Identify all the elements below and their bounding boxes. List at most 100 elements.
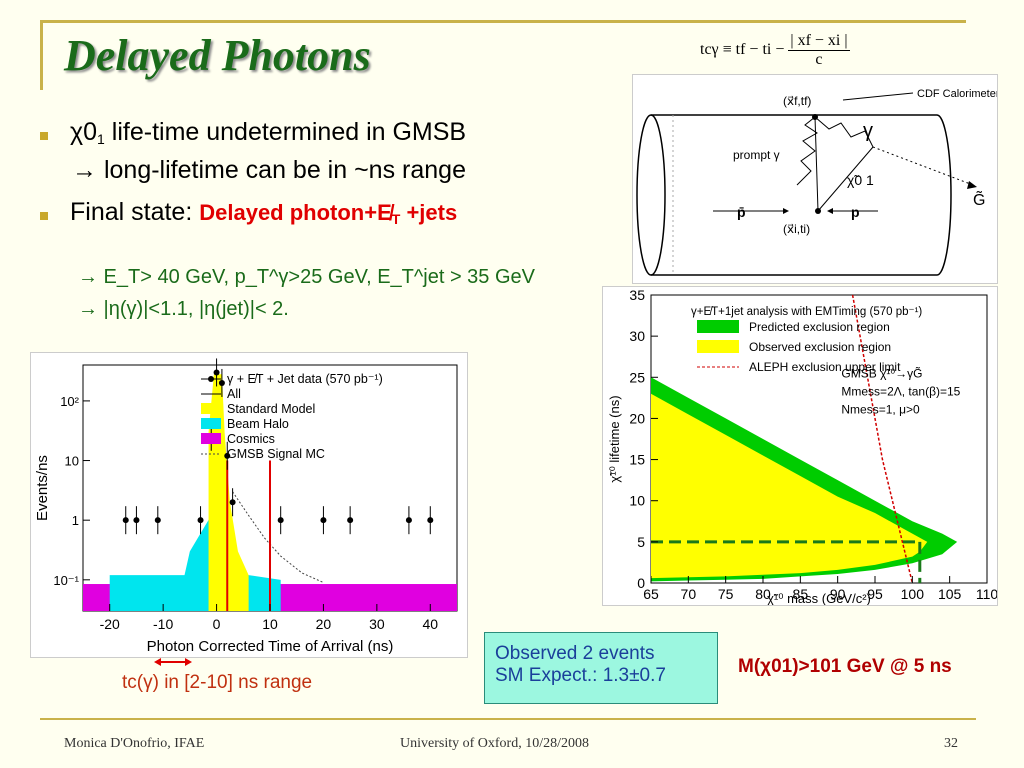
legend-label: Standard Model xyxy=(227,402,315,416)
legend-swatch xyxy=(697,320,739,333)
timing-histogram: -20 -10 0 10 20 30 40 10⁻¹ 1 10 10² Photon Correcte… xyxy=(30,352,468,658)
x-tick-label: 95 xyxy=(867,586,883,602)
y-tick-label: 1 xyxy=(72,513,79,528)
legend-label: Beam Halo xyxy=(227,417,289,431)
x-tick-label: 85 xyxy=(793,586,809,602)
x-tick-label: 70 xyxy=(681,586,697,602)
data-point xyxy=(427,517,434,524)
tc-range: tc(γ) in [2-10] ns range xyxy=(122,672,313,693)
y-tick-label: 35 xyxy=(629,287,645,303)
x-tick-label: 105 xyxy=(938,586,962,602)
data-point xyxy=(405,517,412,524)
bullet-lifetime-text: life-time undetermined in GMSB xyxy=(111,118,467,146)
data-point xyxy=(224,452,231,459)
x-tick-label: 10 xyxy=(262,616,278,632)
x-axis-title: χ̃¹⁰ mass (GeV/c²) xyxy=(767,591,871,605)
exclusion-plot: 65 70 75 80 85 90 95 100 105 110 0 5 10 15 20 25 30 35 χ̃¹… xyxy=(602,286,998,606)
cut-line-1: → E_T> 40 GeV, p_T^γ>25 GeV, E_T^jet > 3… xyxy=(78,266,536,288)
data-point xyxy=(347,517,354,524)
title-rule xyxy=(40,20,966,23)
bullet-marker xyxy=(40,132,48,140)
y-tick-label: 20 xyxy=(629,410,645,426)
gmsb-signal-line xyxy=(232,491,324,584)
y-tick-label: 15 xyxy=(629,452,645,468)
observed-box: Observed 2 events SM Expect.: 1.3±0.7 xyxy=(484,632,718,704)
final-state-label: Final state: xyxy=(70,198,193,226)
time-formula: tcγ ≡ tf − ti − | xf − xi | c xyxy=(700,32,850,69)
formula-numerator: | xf − xi | xyxy=(788,32,850,51)
bullet-lifetime-line2-text: long-lifetime can be in ~ns range xyxy=(103,156,466,184)
y-tick-label: 25 xyxy=(629,369,645,385)
legend-label: Cosmics xyxy=(227,432,275,446)
legend-label: γ + E̸T + Jet data (570 pb⁻¹) xyxy=(227,372,383,386)
range-arrow-icon xyxy=(154,658,192,666)
data-point xyxy=(229,499,236,506)
data-point xyxy=(154,517,161,524)
y-axis-title: Events/ns xyxy=(34,455,51,521)
legend-swatch xyxy=(697,340,739,353)
plot-title: γ+E̸T+1jet analysis with EMTiming (570 p… xyxy=(691,306,922,318)
cut-line-2: → |η(γ)|<1.1, |η(jet)|< 2. xyxy=(78,298,289,320)
chi-subscript: 1 xyxy=(97,131,105,147)
y-tick-label: 0 xyxy=(637,575,645,591)
formula-lhs: tcγ ≡ tf − ti − xyxy=(700,41,785,59)
final-state-tail: +jets xyxy=(400,200,458,225)
bullet-marker xyxy=(40,212,48,220)
data-point xyxy=(197,517,204,524)
p-label: p xyxy=(851,204,860,220)
legend-label: All xyxy=(227,387,241,401)
x-tick-label: -10 xyxy=(153,616,173,632)
footer-page-number: 32 xyxy=(944,736,958,751)
data-point xyxy=(122,517,129,524)
legend-swatch xyxy=(201,403,221,414)
x-tick-label: 75 xyxy=(718,586,734,602)
y-tick-label: 10 xyxy=(629,493,645,509)
final-state-red: Delayed photon+E̸ xyxy=(199,200,392,225)
data-point xyxy=(320,517,327,524)
model-text: Mmess=2Λ, tan(β)=15 xyxy=(841,384,960,398)
x-tick-label: 30 xyxy=(369,616,385,632)
calorimeter-label: CDF Calorimeter xyxy=(917,88,997,100)
y-tick-label: 10 xyxy=(65,454,79,469)
y-tick-label: 5 xyxy=(637,534,645,550)
footer-author: Monica D'Onofrio, IFAE xyxy=(64,736,205,751)
legend-label: GMSB Signal MC xyxy=(227,447,325,461)
y-tick-label: 10² xyxy=(60,394,79,409)
x-tick-label: 65 xyxy=(643,586,659,602)
legend-label: Observed exclusion region xyxy=(749,340,891,354)
x-tick-label: 0 xyxy=(213,616,221,632)
legend-swatch xyxy=(201,433,221,444)
chi-symbol: χ0 xyxy=(70,118,98,146)
data-point xyxy=(277,517,284,524)
legend-swatch xyxy=(201,418,221,429)
xf-label: (x⃗f,tf) xyxy=(783,94,811,108)
gamma-label: γ xyxy=(863,120,873,142)
bullet-lifetime: χ01 life-time undetermined in GMSB xyxy=(70,118,466,147)
x-tick-label: 90 xyxy=(830,586,846,602)
data-point xyxy=(133,517,140,524)
title-rule-vertical xyxy=(40,20,43,90)
x-tick-label: 20 xyxy=(316,616,332,632)
data-point xyxy=(213,369,220,376)
x-axis-title: Photon Corrected Time of Arrival (ns) xyxy=(147,638,394,655)
aleph-limit-line xyxy=(851,294,914,584)
arrow-icon: → xyxy=(72,156,97,184)
prompt-gamma-label: prompt γ xyxy=(733,148,780,162)
x-tick-label: -20 xyxy=(100,616,120,632)
footer-venue: University of Oxford, 10/28/2008 xyxy=(400,736,589,751)
model-text: GMSB χ̃¹⁰→γG̃ xyxy=(841,365,922,380)
cdf-diagram: (x⃗f,tf) CDF Calorimeter prompt γ γ χ̃0 … xyxy=(632,74,1000,284)
cdf-diagram-svg: (x⃗f,tf) CDF Calorimeter prompt γ γ χ̃0 … xyxy=(636,88,1000,276)
y-axis-title: χ̃¹⁰ lifetime (ns) xyxy=(607,395,622,482)
slide-title: Delayed Photons xyxy=(64,31,371,80)
sm-expectation: SM Expect.: 1.3±0.7 xyxy=(495,665,666,686)
legend-label: Predicted exclusion region xyxy=(749,320,890,334)
observed-events: Observed 2 events xyxy=(495,643,655,664)
bullet-lifetime-line2: → long-lifetime can be in ~ns range xyxy=(72,156,466,185)
bullet-final-state: Final state: Delayed photon+E̸T +jets xyxy=(70,198,457,227)
neutralino-label: χ̃0 1 xyxy=(847,172,874,188)
x-tick-label: 40 xyxy=(422,616,438,632)
observed-region xyxy=(651,393,928,579)
legend-label: ALEPH exclusion upper limit xyxy=(749,360,901,374)
mass-limit: M(χ01)>101 GeV @ 5 ns xyxy=(738,656,952,677)
